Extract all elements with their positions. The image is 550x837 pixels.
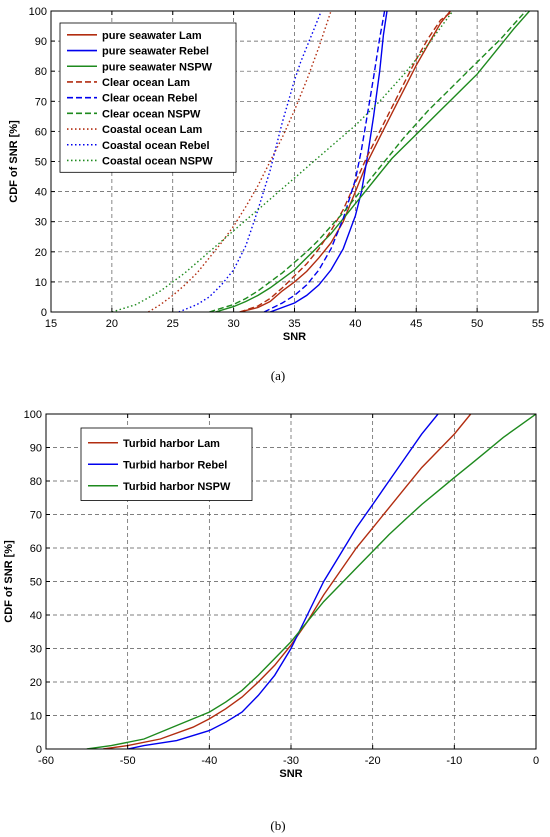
x-tick-label: 40	[349, 318, 361, 330]
x-tick-label: -60	[38, 755, 54, 767]
x-tick-label: 20	[106, 318, 118, 330]
y-tick-label: 20	[35, 247, 47, 259]
y-tick-label: 30	[35, 217, 47, 229]
y-tick-label: 70	[30, 510, 42, 522]
caption-b: (b)	[270, 818, 285, 833]
x-tick-label: 30	[228, 318, 240, 330]
x-tick-label: 0	[533, 755, 539, 767]
series-line-3	[239, 11, 454, 312]
x-tick-label: -40	[201, 755, 217, 767]
legend-label-2: Turbid harbor NSPW	[123, 481, 231, 493]
x-tick-label: -30	[283, 755, 299, 767]
x-tick-label: 45	[410, 318, 422, 330]
y-tick-label: 100	[29, 6, 47, 18]
x-axis-label: SNR	[283, 331, 306, 343]
y-tick-label: 0	[36, 744, 42, 756]
legend-label-7: Coastal ocean Rebel	[102, 140, 210, 152]
series-line-0	[239, 11, 451, 312]
y-tick-label: 60	[35, 126, 47, 138]
y-tick-label: 70	[35, 96, 47, 108]
series-line-5	[209, 11, 527, 312]
y-tick-label: 30	[30, 644, 42, 656]
caption-a: (a)	[271, 368, 285, 383]
legend-label-8: Coastal ocean NSPW	[102, 155, 213, 167]
legend-label-5: Clear ocean NSPW	[102, 108, 201, 120]
x-tick-label: 50	[471, 318, 483, 330]
legend-label-1: Turbid harbor Rebel	[123, 459, 227, 471]
y-tick-label: 90	[35, 36, 47, 48]
x-tick-label: -50	[120, 755, 136, 767]
x-tick-label: 25	[167, 318, 179, 330]
y-tick-label: 50	[35, 157, 47, 169]
legend-label-1: pure seawater Rebel	[102, 46, 209, 58]
series-line-8	[111, 11, 454, 312]
y-axis-label: CDF of SNR [%]	[8, 120, 20, 203]
y-tick-label: 20	[30, 677, 42, 689]
x-tick-label: -20	[365, 755, 381, 767]
x-tick-label: 55	[532, 318, 544, 330]
y-tick-label: 80	[35, 66, 47, 78]
chart-a: 15 20 25 30 35 40 45 50 55 0 10 20 30 40 50 60 70 80 90 100…	[8, 6, 544, 343]
y-tick-label: 90	[30, 443, 42, 455]
x-tick-label: 15	[45, 318, 57, 330]
x-tick-label: -10	[446, 755, 462, 767]
legend-label-2: pure seawater NSPW	[102, 61, 213, 73]
series-line-1	[269, 11, 388, 312]
series-line-7	[178, 11, 322, 312]
y-tick-label: 10	[35, 277, 47, 289]
x-axis-label: SNR	[279, 768, 302, 780]
y-axis-label: CDF of SNR [%]	[3, 540, 15, 623]
legend-label-6: Coastal ocean Lam	[102, 124, 202, 136]
legend-label-4: Clear ocean Rebel	[102, 93, 197, 105]
x-tick-label: 35	[288, 318, 300, 330]
series-line-4	[263, 11, 386, 312]
y-tick-label: 50	[30, 577, 42, 589]
y-tick-label: 100	[24, 409, 42, 421]
y-tick-label: 10	[30, 711, 42, 723]
y-tick-label: 80	[30, 476, 42, 488]
legend-label-0: pure seawater Lam	[102, 30, 202, 42]
y-tick-label: 40	[30, 610, 42, 622]
y-tick-label: 0	[41, 307, 47, 319]
series-line-2	[215, 11, 531, 312]
y-tick-label: 40	[35, 187, 47, 199]
legend-label-3: Clear ocean Lam	[102, 77, 190, 89]
series-line-6	[148, 11, 332, 312]
series-line-2	[86, 414, 536, 749]
legend-label-0: Turbid harbor Lam	[123, 438, 220, 450]
chart-b: -60 -50 -40 -30 -20 -10 0 0 10 20 30 40 50 60 70 80 90 10…	[3, 409, 539, 780]
y-tick-label: 60	[30, 543, 42, 555]
